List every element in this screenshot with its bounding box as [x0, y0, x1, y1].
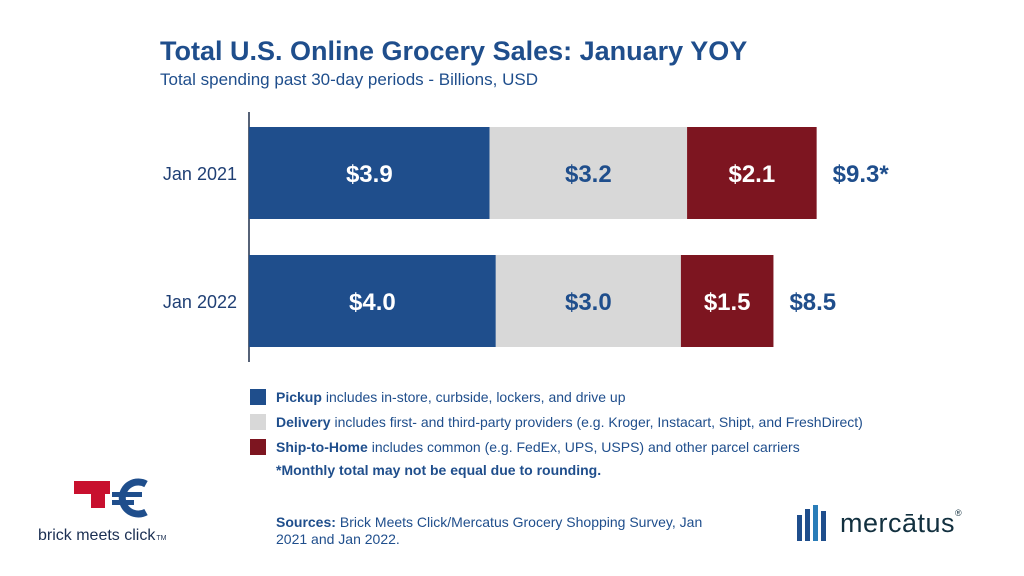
legend-item-ship-to-home: Ship-to-Home includes common (e.g. FedEx… — [250, 434, 863, 459]
data-label: $3.0 — [565, 289, 612, 316]
logo-bar — [821, 511, 826, 541]
legend-desc: includes in-store, curbside, lockers, an… — [325, 388, 626, 405]
legend-swatch-ship-to-home — [250, 438, 266, 455]
bar-segment — [687, 127, 817, 219]
bar-segment — [249, 127, 490, 219]
sources-text: Brick Meets Click/Mercatus Grocery Shopp… — [276, 514, 703, 547]
logo-blue-arc — [118, 478, 148, 518]
total-label: $8.5 — [789, 289, 836, 316]
legend-name: Ship-to-Home — [276, 438, 368, 455]
category-label: Jan 2022 — [163, 292, 237, 312]
logo-blue-stripe — [112, 492, 142, 497]
legend: Pickup includes in-store, curbside, lock… — [250, 384, 863, 459]
sources-label: Sources: — [276, 514, 336, 530]
wordmark-text: mercātus — [840, 508, 956, 538]
footnote: *Monthly total may not be equal due to r… — [276, 462, 602, 478]
legend-swatch-delivery — [250, 413, 266, 430]
brick-meets-click-wordmark: brick meets clickTM — [38, 527, 166, 545]
logo-bar — [813, 505, 818, 541]
mercatus-bars-logo — [797, 505, 826, 541]
logo-bar — [805, 509, 810, 541]
mercatus-wordmark: mercātus® — [840, 508, 962, 539]
brick-meets-click-logo — [74, 478, 148, 518]
data-label: $1.5 — [704, 289, 751, 316]
legend-desc: includes first- and third-party provider… — [334, 413, 863, 430]
legend-item-delivery: Delivery includes first- and third-party… — [250, 409, 863, 434]
registered-mark: ® — [955, 508, 963, 518]
data-label: $3.9 — [346, 161, 393, 188]
wordmark-text: brick meets click — [38, 527, 156, 544]
trademark-mark: TM — [156, 535, 167, 542]
legend-name: Delivery — [276, 413, 331, 430]
logo-bar — [797, 515, 802, 541]
legend-item-pickup: Pickup includes in-store, curbside, lock… — [250, 384, 863, 409]
bar-segment — [489, 127, 688, 219]
logo-red-stem — [91, 494, 105, 508]
data-label: $4.0 — [349, 289, 396, 316]
data-label: $3.2 — [565, 161, 612, 188]
legend-swatch-pickup — [250, 388, 266, 405]
bar-segment — [680, 255, 774, 347]
chart-title: Total U.S. Online Grocery Sales: January… — [160, 36, 748, 66]
total-label: $9.3* — [833, 161, 890, 188]
data-label: $2.1 — [728, 161, 775, 188]
logo-red-bar — [74, 481, 110, 494]
stacked-bar-chart: Jan 2021 $3.9 $3.2 $2.1 $9.3* Jan 2022 $4.0 $3.… — [163, 112, 890, 362]
bar-segment — [495, 255, 681, 347]
category-label: Jan 2021 — [163, 164, 237, 184]
sources-note: Sources: Brick Meets Click/Mercatus Groce… — [276, 514, 736, 548]
legend-desc: includes common (e.g. FedEx, UPS, USPS) … — [371, 438, 800, 455]
legend-name: Pickup — [276, 388, 322, 405]
chart-subtitle: Total spending past 30-day periods - Bil… — [160, 70, 538, 89]
logo-blue-stripe — [112, 500, 134, 505]
bar-segment — [249, 255, 496, 347]
